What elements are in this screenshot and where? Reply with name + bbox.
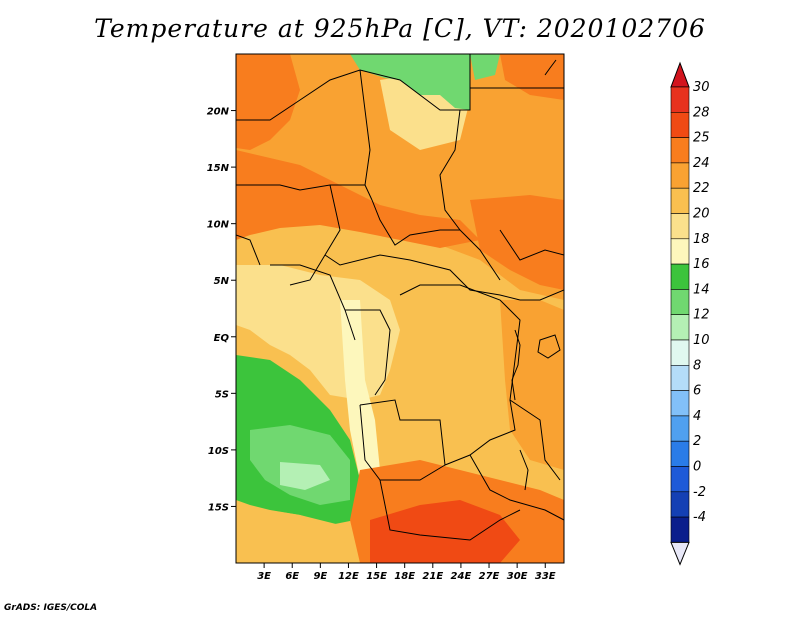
colorbar-label: 24: [693, 156, 710, 171]
colorbar-swatch: [670, 112, 690, 138]
colorbar-label: 4: [693, 409, 701, 424]
colorbar-swatch: [670, 213, 690, 240]
lat-tick-label: 10N: [207, 220, 230, 231]
lat-tick-label: 15S: [208, 502, 229, 513]
field-green-north: [350, 54, 470, 110]
lon-tick-label: 30E: [507, 571, 528, 582]
colorbar-label: 10: [693, 333, 710, 348]
red-sea-coast: [544, 59, 557, 76]
lon-tick-label: 6E: [285, 571, 299, 582]
lat-tick-label: 20N: [207, 107, 230, 118]
lake-victoria: [537, 334, 561, 359]
lake-tanganyika: [511, 329, 521, 401]
border-congo: [345, 309, 391, 396]
colorbar-label: 25: [693, 131, 710, 146]
field-east: [500, 300, 564, 470]
colorbar-swatch: [670, 516, 690, 543]
colorbar-swatch: [670, 263, 690, 290]
border-chad-car: [371, 199, 501, 281]
border-cameroon-gabon: [270, 264, 356, 341]
colorbar-label: 30: [693, 80, 710, 95]
lat-tick-label: EQ: [214, 333, 230, 344]
lat-tick-label: 5N: [214, 276, 230, 287]
border-tanzania-mozambique: [509, 399, 561, 481]
lon-tick-label: 33E: [535, 571, 556, 582]
colorbar-label: 28: [693, 105, 710, 120]
colorbar-label: 14: [693, 282, 710, 297]
border-niger-nigeria: [236, 184, 365, 191]
field-green-north-east: [470, 54, 500, 80]
colorbar-bottom-arrow: [670, 541, 690, 566]
colorbar-swatch: [670, 314, 690, 341]
field-deep-orange-nw: [236, 54, 300, 150]
field-southwest: [236, 505, 350, 563]
lon-tick-label: 18E: [394, 571, 415, 582]
border-uganda-kenya: [520, 289, 564, 301]
colorbar-swatch: [670, 491, 690, 518]
lon-tick-label: 9E: [313, 571, 327, 582]
field-pale-green-patch: [280, 462, 330, 490]
colorbar-label: 12: [693, 308, 710, 323]
colorbar-top-arrow: [670, 61, 690, 88]
temperature-field: [236, 54, 564, 563]
colorbar-swatch: [670, 86, 690, 113]
field-south-hottest: [370, 500, 520, 563]
border-car-drc: [324, 254, 521, 301]
border-libya-sudan: [439, 54, 471, 231]
credit-label: GrADS: IGES/COLA: [4, 603, 98, 613]
colorbar-label: 20: [693, 207, 710, 222]
colorbar-label: 2: [693, 434, 701, 449]
longitude-axis: 3E 6E 9E 12E 15E 18E 21E 24E 27E 30E 33E: [257, 563, 556, 582]
colorbar-swatch: [670, 187, 690, 214]
map-title: Temperature at 925hPa [C], VT: 202010270…: [94, 14, 706, 43]
country-borders: [236, 54, 564, 541]
colorbar-swatch: [670, 415, 690, 442]
lon-tick-label: 12E: [338, 571, 359, 582]
map-frame: [235, 53, 565, 564]
colorbar-swatch: [670, 390, 690, 417]
colorbar-swatch: [670, 238, 690, 265]
colorbar-swatch: [670, 466, 690, 493]
lat-tick-label: 5S: [215, 389, 229, 400]
border-namibia-botswana: [379, 479, 521, 541]
colorbar-label: 16: [693, 257, 710, 272]
lon-tick-label: 21E: [422, 571, 443, 582]
border-west-coast: [236, 234, 261, 266]
lon-tick-label: 24E: [451, 571, 472, 582]
lon-tick-label: 27E: [479, 571, 500, 582]
lon-tick-label: 15E: [366, 571, 387, 582]
border-zambia-zimbabwe: [469, 454, 564, 521]
colorbar-label: 8: [693, 358, 701, 373]
field-pale-coast: [340, 300, 380, 480]
colorbar-swatch: [670, 137, 690, 164]
colorbar-label: 18: [693, 232, 710, 247]
field-deep-orange-sahel: [236, 150, 480, 248]
colorbar-swatch: [670, 289, 690, 315]
lake-malawi: [519, 449, 529, 491]
border-niger-chad: [359, 69, 373, 201]
lon-tick-label: 3E: [257, 571, 271, 582]
colorbar-swatch: [670, 162, 690, 189]
colorbar-label: 22: [693, 181, 710, 196]
colorbar-swatch: [670, 440, 690, 467]
colorbar-label: 0: [693, 460, 701, 475]
border-south-sudan-ethiopia: [499, 229, 564, 261]
border-drc: [359, 284, 521, 466]
colorbar-label: -2: [693, 485, 706, 500]
lat-tick-label: 15N: [207, 163, 230, 174]
latitude-axis: 20N 15N 10N 5N EQ 5S 10S 15S: [207, 107, 236, 513]
colorbar-label: -4: [693, 510, 706, 525]
colorbar-swatch: [670, 339, 690, 366]
colorbar-swatch: [670, 364, 690, 391]
field-deep-orange-ne: [470, 195, 564, 290]
lat-tick-label: 10S: [208, 446, 229, 457]
colorbar-label: 6: [693, 384, 701, 399]
